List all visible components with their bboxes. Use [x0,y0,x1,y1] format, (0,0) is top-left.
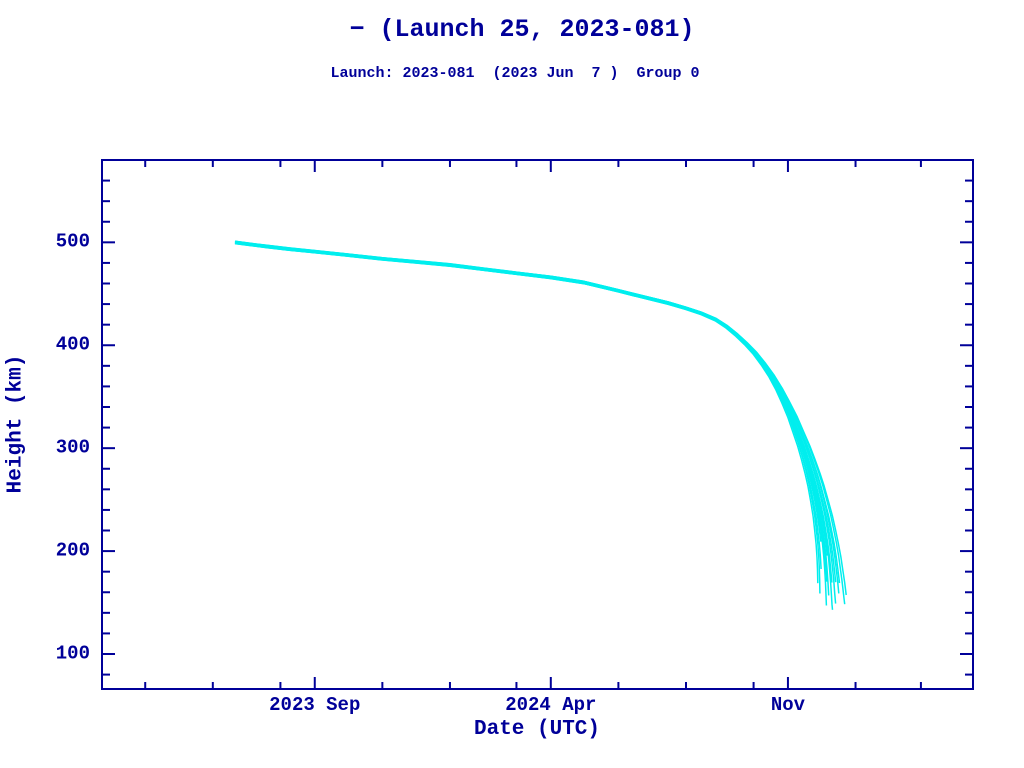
chart-title: − (Launch 25, 2023-081) [349,15,695,44]
x-tick-label: 2023 Sep [269,694,361,716]
satellite-decay-line [234,240,829,556]
satellite-decay-line [234,242,847,596]
x-tick-label: 2024 Apr [505,694,597,716]
y-axis-label: Height (km) [4,354,28,494]
y-tick-label: 500 [55,230,90,253]
satellite-decay-line [234,242,819,584]
chart-subtitle: Launch: 2023-081 (2023 Jun 7 ) Group 0 [330,65,700,82]
x-axis-label: Date (UTC) [473,718,601,741]
satellite-decay-line [234,241,828,582]
y-tick-label: 300 [55,436,90,459]
satellite-decay-line [234,242,828,606]
satellite-decay-line [234,240,821,594]
y-tick-label: 100 [55,642,90,665]
y-tick-label: 400 [55,333,90,356]
axes-box [101,159,974,690]
y-tick-label: 200 [55,539,90,562]
satellite-decay-line [234,242,830,596]
satellite-decay-line [234,241,846,605]
satellite-decay-line [234,242,833,583]
satellite-decay-line [234,241,834,610]
satellite-decay-line [234,240,837,604]
satellite-decay-line [234,241,822,570]
satellite-decay-line [234,242,841,584]
x-tick-label: Nov [770,694,806,716]
satellite-decay-line [234,241,837,583]
satellite-decay-line [234,240,822,542]
satellite-decay-line [234,240,840,594]
